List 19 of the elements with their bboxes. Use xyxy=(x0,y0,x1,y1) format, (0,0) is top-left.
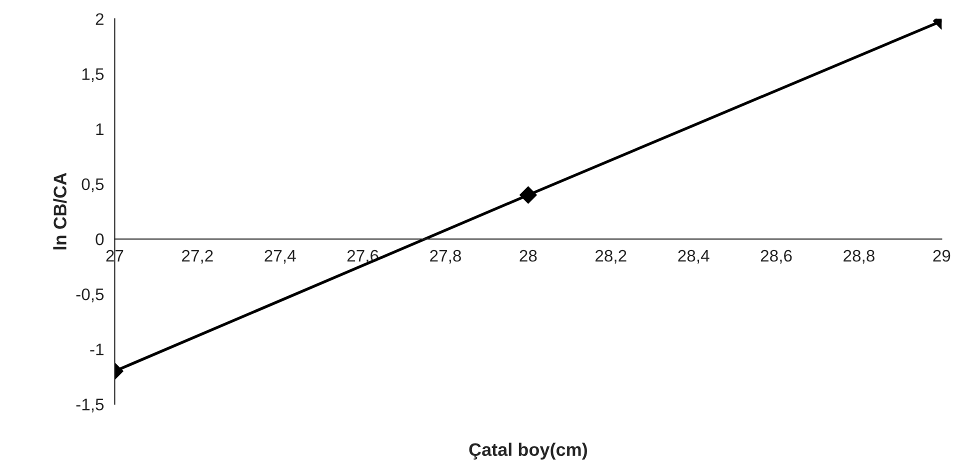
x-tick-label: 28,6 xyxy=(760,250,792,264)
x-tick-label: 28 xyxy=(520,250,537,262)
y-tick-label: 1,5 xyxy=(82,68,104,82)
x-tick-label: 27,8 xyxy=(430,250,461,264)
x-tick-label: 27,2 xyxy=(182,250,213,264)
x-tick-label: 29 xyxy=(933,250,950,262)
y-axis-title: ln CB/CA xyxy=(53,172,67,250)
y-tick-label: 1 xyxy=(96,123,104,135)
x-axis-title: Çatal boy(cm) xyxy=(469,442,587,460)
x-tick-label: 28,8 xyxy=(844,250,874,264)
x-tick-label: 28,4 xyxy=(678,250,710,264)
y-tick-label: 0 xyxy=(96,233,104,246)
y-tick-label: 0,5 xyxy=(82,178,104,192)
x-tick-label: 27,4 xyxy=(264,250,296,264)
x-tick-label: 28,2 xyxy=(596,250,626,264)
y-tick-label: 2 xyxy=(96,13,104,25)
y-tick-label: -1,5 xyxy=(76,398,104,412)
y-tick-label: -1 xyxy=(90,344,104,356)
y-tick-label: -0,5 xyxy=(76,288,104,302)
